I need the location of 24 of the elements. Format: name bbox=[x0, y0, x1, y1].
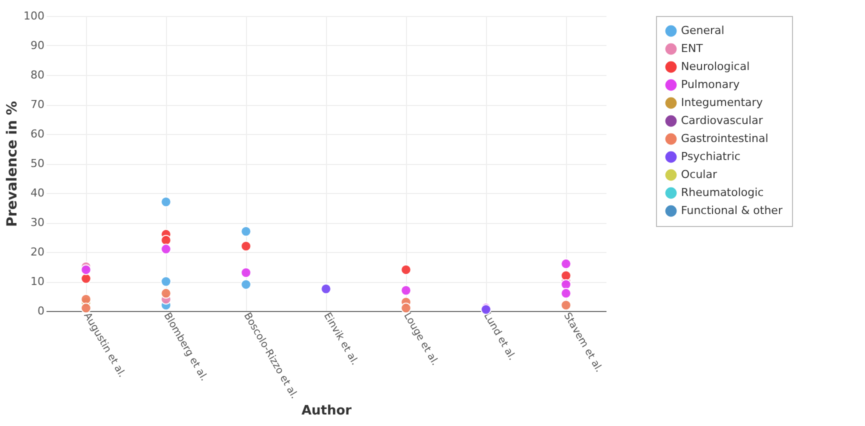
y-tick-label: 70 bbox=[30, 98, 44, 111]
legend-label: Integumentary bbox=[681, 96, 764, 109]
y-tick-label: 50 bbox=[30, 157, 44, 170]
y-tick-label: 80 bbox=[30, 68, 44, 82]
legend-label: Cardiovascular bbox=[681, 114, 764, 127]
legend-label: Psychiatric bbox=[681, 150, 740, 163]
legend-label: Neurological bbox=[681, 60, 750, 73]
y-tick-label: 60 bbox=[30, 128, 44, 140]
legend-label: Pulmonary bbox=[681, 78, 740, 91]
legend-label: ENT bbox=[681, 42, 704, 55]
x-axis-title: Author bbox=[301, 403, 352, 418]
y-tick-label: 40 bbox=[30, 186, 44, 200]
legend-label: Functional & other bbox=[681, 204, 783, 217]
legend-label: Gastrointestinal bbox=[681, 132, 768, 145]
legend-label: Ocular bbox=[681, 168, 718, 181]
legend-label: General bbox=[681, 24, 724, 37]
y-axis-title: Prevalence in % bbox=[4, 101, 21, 227]
y-tick-label: 90 bbox=[30, 39, 44, 52]
y-tick-label: 30 bbox=[30, 216, 44, 229]
y-tick-label: 100 bbox=[24, 10, 44, 22]
y-tick-label: 10 bbox=[30, 275, 44, 288]
y-tick-label: 0 bbox=[38, 304, 44, 318]
y-tick-label: 20 bbox=[30, 246, 44, 258]
legend-label: Rheumatologic bbox=[681, 186, 764, 199]
